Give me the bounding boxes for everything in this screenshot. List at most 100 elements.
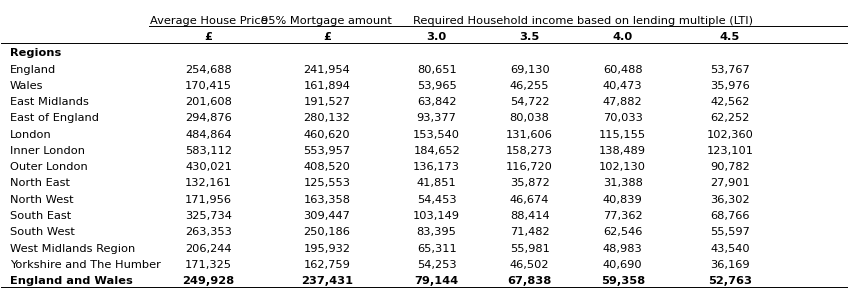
Text: South West: South West <box>10 227 75 237</box>
Text: 35,976: 35,976 <box>710 81 750 91</box>
Text: 59,358: 59,358 <box>600 276 644 286</box>
Text: 60,488: 60,488 <box>603 64 643 75</box>
Text: 102,360: 102,360 <box>706 130 753 140</box>
Text: £: £ <box>323 32 331 42</box>
Text: 47,882: 47,882 <box>603 97 643 107</box>
Text: 294,876: 294,876 <box>185 113 232 123</box>
Text: 69,130: 69,130 <box>510 64 550 75</box>
Text: 40,473: 40,473 <box>603 81 643 91</box>
Text: 325,734: 325,734 <box>185 211 232 221</box>
Text: 250,186: 250,186 <box>304 227 350 237</box>
Text: 249,928: 249,928 <box>182 276 235 286</box>
Text: 153,540: 153,540 <box>413 130 460 140</box>
Text: 42,562: 42,562 <box>711 97 750 107</box>
Text: 102,130: 102,130 <box>600 162 646 172</box>
Text: 171,325: 171,325 <box>185 260 232 270</box>
Text: East of England: East of England <box>10 113 99 123</box>
Text: 53,767: 53,767 <box>710 64 750 75</box>
Text: 46,674: 46,674 <box>510 195 550 205</box>
Text: 54,253: 54,253 <box>417 260 456 270</box>
Text: Yorkshire and The Humber: Yorkshire and The Humber <box>10 260 161 270</box>
Text: 191,527: 191,527 <box>304 97 350 107</box>
Text: £: £ <box>204 32 213 42</box>
Text: 95% Mortgage amount: 95% Mortgage amount <box>261 16 393 26</box>
Text: 40,839: 40,839 <box>603 195 643 205</box>
Text: Outer London: Outer London <box>10 162 87 172</box>
Text: 46,502: 46,502 <box>510 260 550 270</box>
Text: Regions: Regions <box>10 48 61 58</box>
Text: Wales: Wales <box>10 81 43 91</box>
Text: 88,414: 88,414 <box>510 211 550 221</box>
Text: 254,688: 254,688 <box>185 64 232 75</box>
Text: 195,932: 195,932 <box>304 244 350 254</box>
Text: 163,358: 163,358 <box>304 195 350 205</box>
Text: 460,620: 460,620 <box>304 130 350 140</box>
Text: 65,311: 65,311 <box>417 244 456 254</box>
Text: North East: North East <box>10 178 70 189</box>
Text: 55,981: 55,981 <box>510 244 550 254</box>
Text: 408,520: 408,520 <box>304 162 350 172</box>
Text: 54,453: 54,453 <box>417 195 456 205</box>
Text: 201,608: 201,608 <box>185 97 232 107</box>
Text: North West: North West <box>10 195 74 205</box>
Text: 41,851: 41,851 <box>417 178 456 189</box>
Text: England and Wales: England and Wales <box>10 276 132 286</box>
Text: 237,431: 237,431 <box>301 276 353 286</box>
Text: 53,965: 53,965 <box>417 81 456 91</box>
Text: 430,021: 430,021 <box>185 162 232 172</box>
Text: 80,038: 80,038 <box>510 113 550 123</box>
Text: 206,244: 206,244 <box>185 244 232 254</box>
Text: 36,302: 36,302 <box>710 195 750 205</box>
Text: 43,540: 43,540 <box>710 244 750 254</box>
Text: 162,759: 162,759 <box>304 260 350 270</box>
Text: 3.5: 3.5 <box>520 32 540 42</box>
Text: 54,722: 54,722 <box>510 97 550 107</box>
Text: 31,388: 31,388 <box>603 178 643 189</box>
Text: 52,763: 52,763 <box>708 276 752 286</box>
Text: 241,954: 241,954 <box>304 64 350 75</box>
Text: England: England <box>10 64 56 75</box>
Text: 280,132: 280,132 <box>304 113 350 123</box>
Text: 46,255: 46,255 <box>510 81 550 91</box>
Text: 36,169: 36,169 <box>710 260 750 270</box>
Text: 40,690: 40,690 <box>603 260 643 270</box>
Text: 484,864: 484,864 <box>185 130 232 140</box>
Text: West Midlands Region: West Midlands Region <box>10 244 135 254</box>
Text: 583,112: 583,112 <box>185 146 232 156</box>
Text: 103,149: 103,149 <box>413 211 460 221</box>
Text: 71,482: 71,482 <box>510 227 550 237</box>
Text: 35,872: 35,872 <box>510 178 550 189</box>
Text: 55,597: 55,597 <box>710 227 750 237</box>
Text: 158,273: 158,273 <box>506 146 553 156</box>
Text: 125,553: 125,553 <box>304 178 350 189</box>
Text: 161,894: 161,894 <box>304 81 350 91</box>
Text: 90,782: 90,782 <box>710 162 750 172</box>
Text: 171,956: 171,956 <box>185 195 232 205</box>
Text: 79,144: 79,144 <box>415 276 459 286</box>
Text: Inner London: Inner London <box>10 146 85 156</box>
Text: 62,546: 62,546 <box>603 227 642 237</box>
Text: 131,606: 131,606 <box>506 130 553 140</box>
Text: 93,377: 93,377 <box>416 113 456 123</box>
Text: East Midlands: East Midlands <box>10 97 89 107</box>
Text: 77,362: 77,362 <box>603 211 643 221</box>
Text: 136,173: 136,173 <box>413 162 460 172</box>
Text: 83,395: 83,395 <box>416 227 456 237</box>
Text: 553,957: 553,957 <box>304 146 350 156</box>
Text: 116,720: 116,720 <box>506 162 553 172</box>
Text: 170,415: 170,415 <box>185 81 232 91</box>
Text: 115,155: 115,155 <box>599 130 646 140</box>
Text: Required Household income based on lending multiple (LTI): Required Household income based on lendi… <box>413 16 753 26</box>
Text: 80,651: 80,651 <box>417 64 456 75</box>
Text: 70,033: 70,033 <box>603 113 643 123</box>
Text: 3.0: 3.0 <box>427 32 447 42</box>
Text: 4.0: 4.0 <box>612 32 633 42</box>
Text: 68,766: 68,766 <box>711 211 750 221</box>
Text: London: London <box>10 130 52 140</box>
Text: 184,652: 184,652 <box>413 146 460 156</box>
Text: Average House Price: Average House Price <box>149 16 267 26</box>
Text: 132,161: 132,161 <box>185 178 232 189</box>
Text: 27,901: 27,901 <box>710 178 750 189</box>
Text: South East: South East <box>10 211 71 221</box>
Text: 263,353: 263,353 <box>185 227 232 237</box>
